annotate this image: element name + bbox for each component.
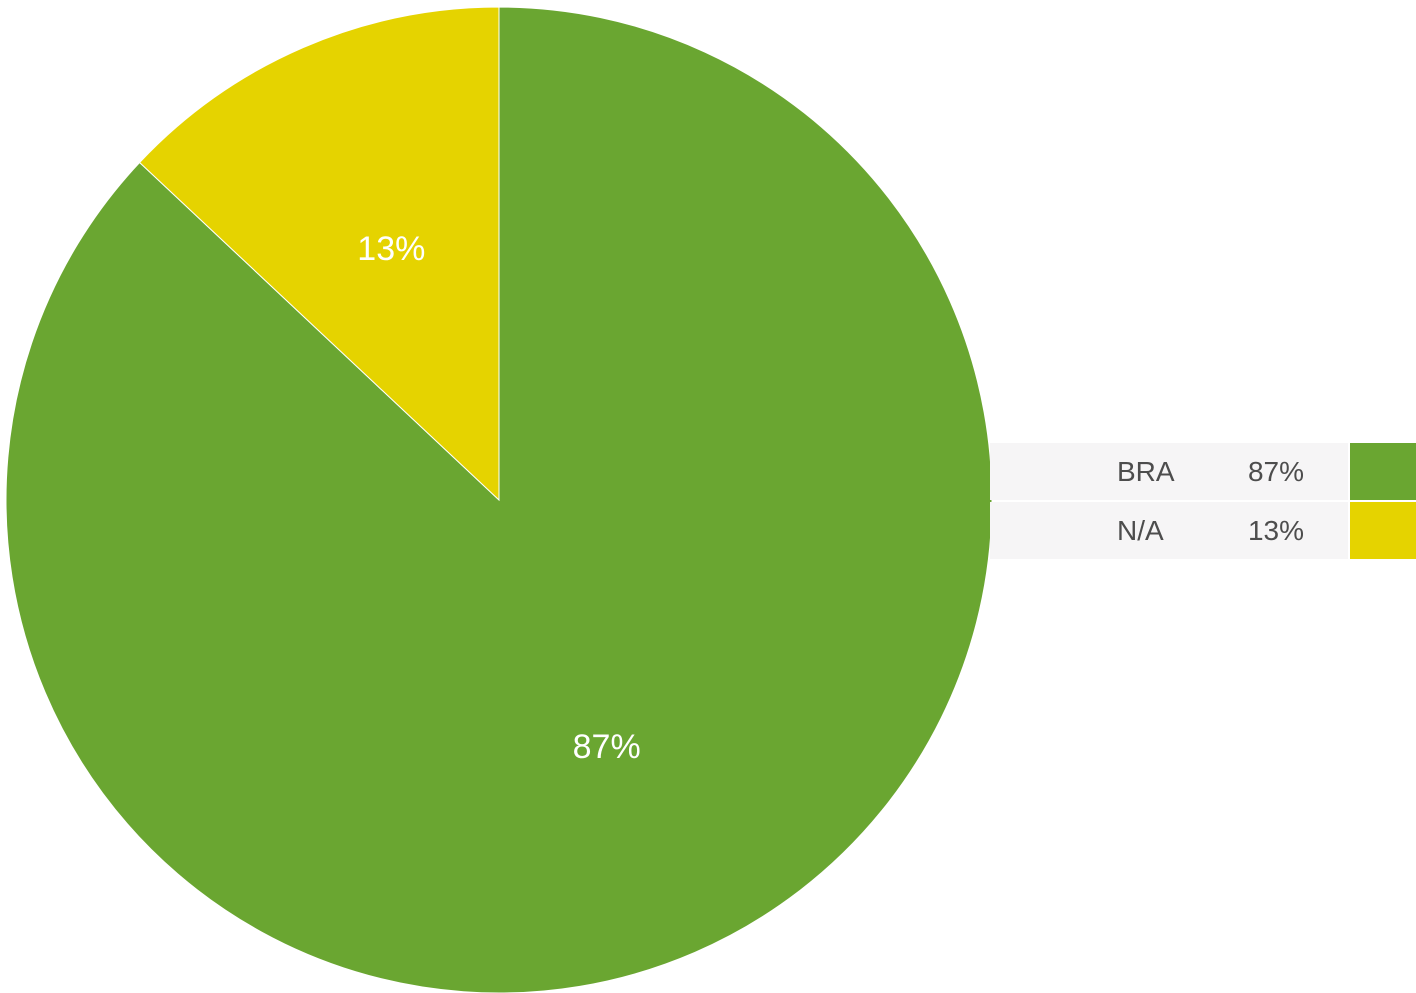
- legend-value: 87%: [1247, 456, 1304, 487]
- slices: [5, 6, 993, 993]
- legend-swatch: [1350, 502, 1416, 559]
- legend-row-bra: BRA 87%: [990, 443, 1416, 500]
- legend-row-background: [990, 443, 1348, 500]
- slice-labels: 87% 13%: [357, 230, 640, 766]
- legend: BRA 87% N/A 13%: [990, 443, 1416, 561]
- legend-swatch: [1350, 443, 1416, 500]
- slice-label-bra: 87%: [573, 728, 641, 766]
- legend-label: N/A: [1117, 515, 1164, 546]
- slice-label-na: 13%: [357, 230, 425, 268]
- legend-value: 13%: [1247, 515, 1304, 546]
- legend-row-background: [990, 502, 1348, 559]
- pie-slice-na: [138, 6, 500, 502]
- legend-label: BRA: [1117, 456, 1175, 487]
- legend-row-na: N/A 13%: [990, 502, 1416, 559]
